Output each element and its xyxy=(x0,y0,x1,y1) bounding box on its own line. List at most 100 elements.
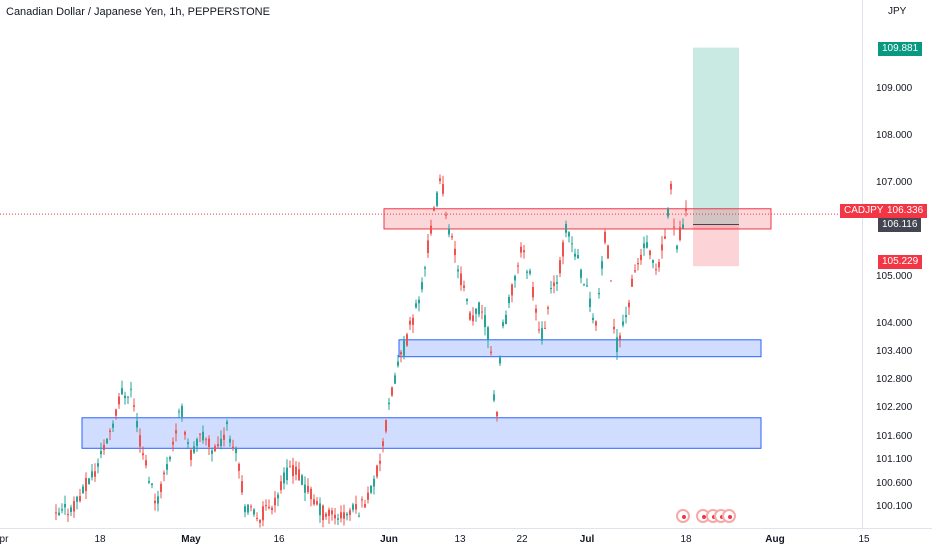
candle-body xyxy=(367,492,369,500)
candle-body xyxy=(181,405,183,417)
time-tick: 22 xyxy=(516,534,528,545)
time-tick: 18 xyxy=(680,534,692,545)
candle-body xyxy=(349,510,351,515)
chart-title: Canadian Dollar / Japanese Yen, 1h, PEPP… xyxy=(6,6,270,18)
candle-body xyxy=(406,334,408,346)
candle-body xyxy=(436,192,438,206)
candle-body xyxy=(169,456,171,460)
candle-body xyxy=(175,430,177,434)
price-tick: 105.000 xyxy=(876,270,913,282)
candle-body xyxy=(619,335,621,340)
candle-body xyxy=(439,178,441,181)
candle-body xyxy=(685,207,687,211)
candle-body xyxy=(160,483,162,493)
candle-body xyxy=(280,481,282,491)
candle-body xyxy=(379,460,381,464)
candle-body xyxy=(412,317,414,325)
candle-body xyxy=(388,402,390,405)
candle-body xyxy=(307,485,309,493)
candle-body xyxy=(190,449,192,461)
candle-body xyxy=(277,494,279,499)
candle-body xyxy=(205,439,207,441)
candle-body xyxy=(451,236,453,238)
candle-body xyxy=(325,513,327,517)
candle-body xyxy=(85,477,87,492)
candle-body xyxy=(634,270,636,272)
candle-body xyxy=(469,312,471,320)
candle-body xyxy=(163,472,165,475)
candle-body xyxy=(103,444,105,451)
zone-support-1 xyxy=(398,339,762,358)
candle-body xyxy=(232,446,234,449)
candle-body xyxy=(391,387,393,396)
time-tick: 13 xyxy=(454,534,466,545)
candle-body xyxy=(373,478,375,487)
candle-body xyxy=(139,435,141,447)
candle-body xyxy=(100,450,102,455)
price-tick: 100.600 xyxy=(876,477,913,489)
candle-body xyxy=(220,438,222,446)
time-tick: 16 xyxy=(273,534,285,545)
candle-body xyxy=(154,500,156,504)
entry-price-badge: 106.116 xyxy=(878,218,922,232)
candle-body xyxy=(682,224,684,229)
candle-body xyxy=(337,518,339,520)
candle-body xyxy=(637,262,639,265)
candle-body xyxy=(310,488,312,500)
candle-body xyxy=(670,183,672,190)
candle-body xyxy=(319,503,321,516)
candle-body xyxy=(397,361,399,366)
time-tick: Jul xyxy=(579,534,595,545)
candle-body xyxy=(457,269,459,272)
candle-body xyxy=(259,519,261,523)
candle-body xyxy=(178,411,180,413)
candle-body xyxy=(541,328,543,341)
candle-body xyxy=(118,396,120,405)
candle-body xyxy=(196,439,198,446)
candle-body xyxy=(568,232,570,237)
candle-body xyxy=(448,228,450,235)
candle-body xyxy=(229,438,231,443)
time-tick: 15 xyxy=(858,534,870,545)
stop-price-badge: 105.229 xyxy=(878,255,923,269)
candle-body xyxy=(295,466,297,475)
candle-body xyxy=(226,421,228,425)
candle-body xyxy=(547,307,549,309)
candle-body xyxy=(127,396,129,398)
candle-body xyxy=(460,273,462,286)
candle-body xyxy=(376,465,378,477)
candle-body xyxy=(625,314,627,318)
candle-body xyxy=(235,447,237,454)
candle-body xyxy=(115,409,117,416)
candle-body xyxy=(67,514,69,516)
candle-body xyxy=(616,337,618,353)
candle-body xyxy=(355,504,357,510)
candle-body xyxy=(247,504,249,513)
candle-body xyxy=(532,287,534,298)
candle-body xyxy=(124,395,126,399)
candle-body xyxy=(253,509,255,515)
candle-body xyxy=(640,254,642,261)
candle-body xyxy=(361,499,363,501)
candle-body xyxy=(151,483,153,485)
candle-body xyxy=(403,340,405,356)
candle-body xyxy=(298,469,300,481)
candle-body xyxy=(256,517,258,519)
candle-body xyxy=(442,184,444,194)
time-tick: Aug xyxy=(765,534,785,545)
candle-body xyxy=(481,311,483,313)
candle-body xyxy=(394,375,396,384)
event-icon[interactable] xyxy=(676,509,690,523)
candle-body xyxy=(430,225,432,234)
candle-body xyxy=(559,260,561,274)
candle-body xyxy=(346,513,348,516)
candle-body xyxy=(529,270,531,274)
candle-body xyxy=(133,405,135,407)
candle-body xyxy=(661,244,663,251)
event-icon[interactable] xyxy=(722,509,736,523)
candle-body xyxy=(172,441,174,445)
candle-body xyxy=(157,496,159,504)
candle-body xyxy=(61,509,63,511)
